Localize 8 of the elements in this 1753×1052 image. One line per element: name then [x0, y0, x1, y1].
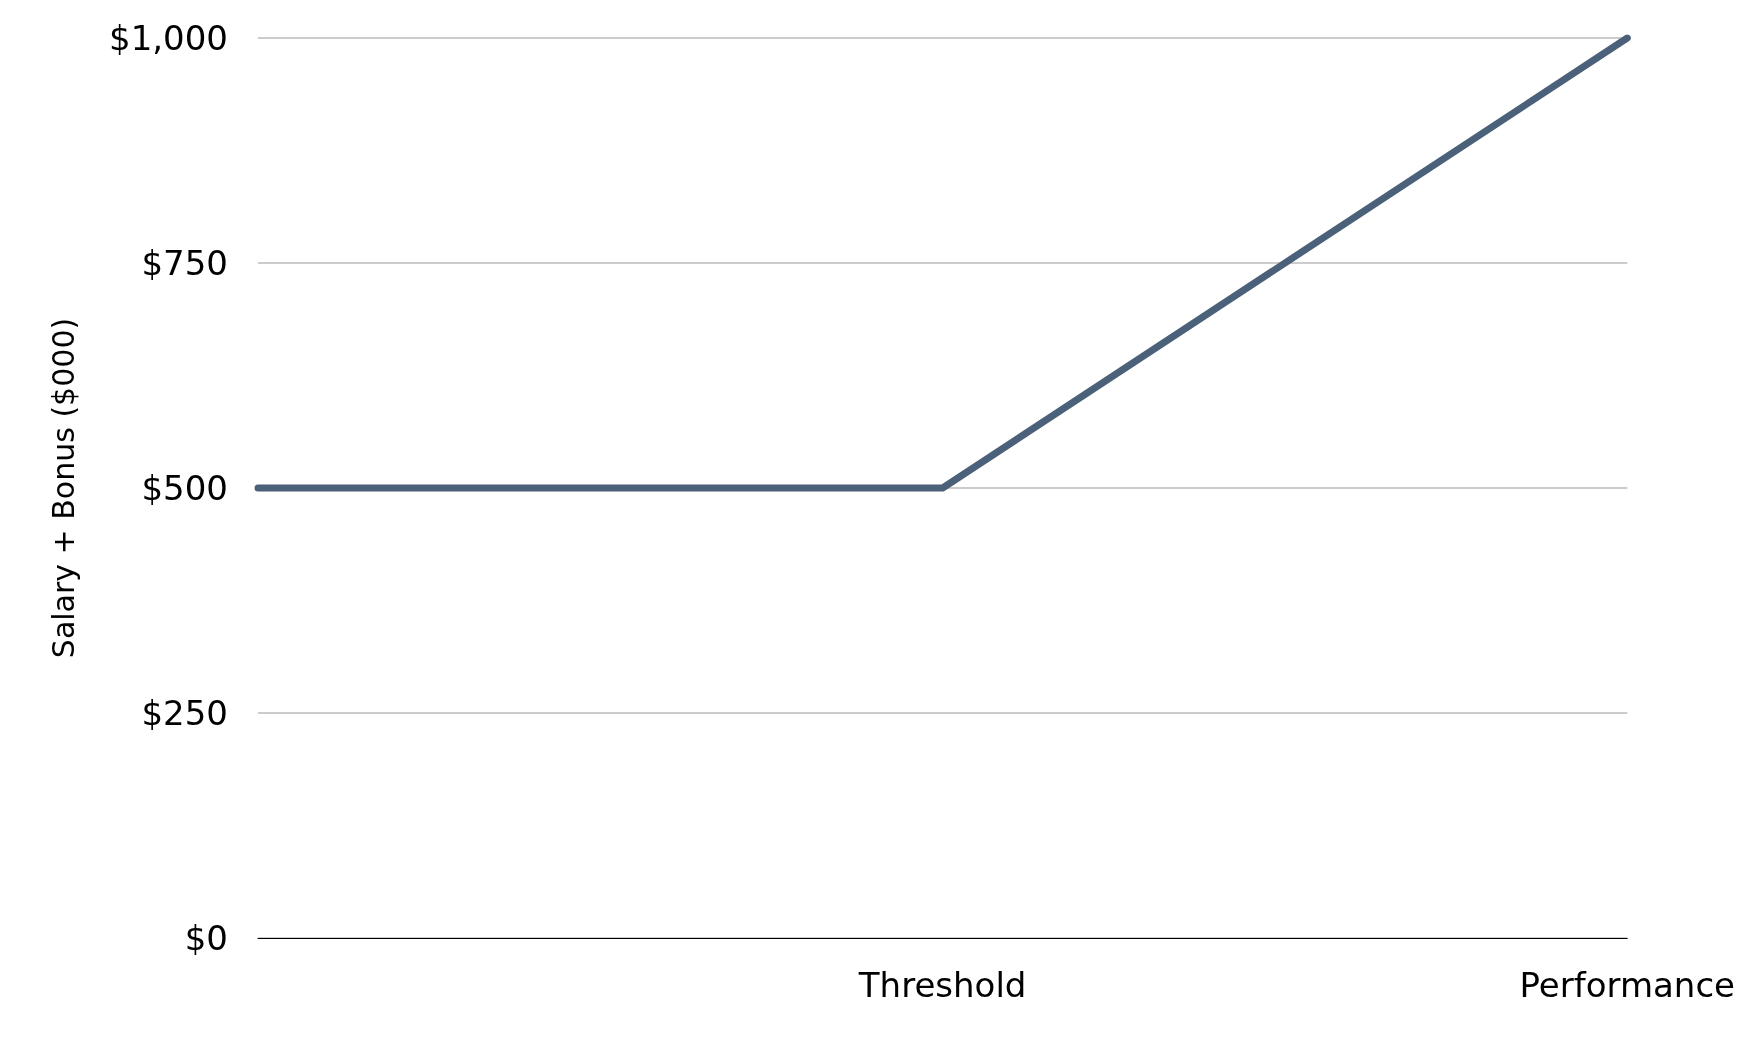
y-tick-label: $250 — [141, 693, 228, 733]
y-tick-label: $0 — [184, 918, 228, 958]
y-tick-label: $750 — [141, 243, 228, 283]
y-tick-label: $1,000 — [109, 18, 228, 58]
x-tick-label: Performance — [1519, 965, 1736, 1005]
y-tick-label: $500 — [141, 468, 228, 508]
x-tick-label: Threshold — [857, 965, 1027, 1005]
y-axis-title: Salary + Bonus ($000) — [45, 317, 81, 659]
